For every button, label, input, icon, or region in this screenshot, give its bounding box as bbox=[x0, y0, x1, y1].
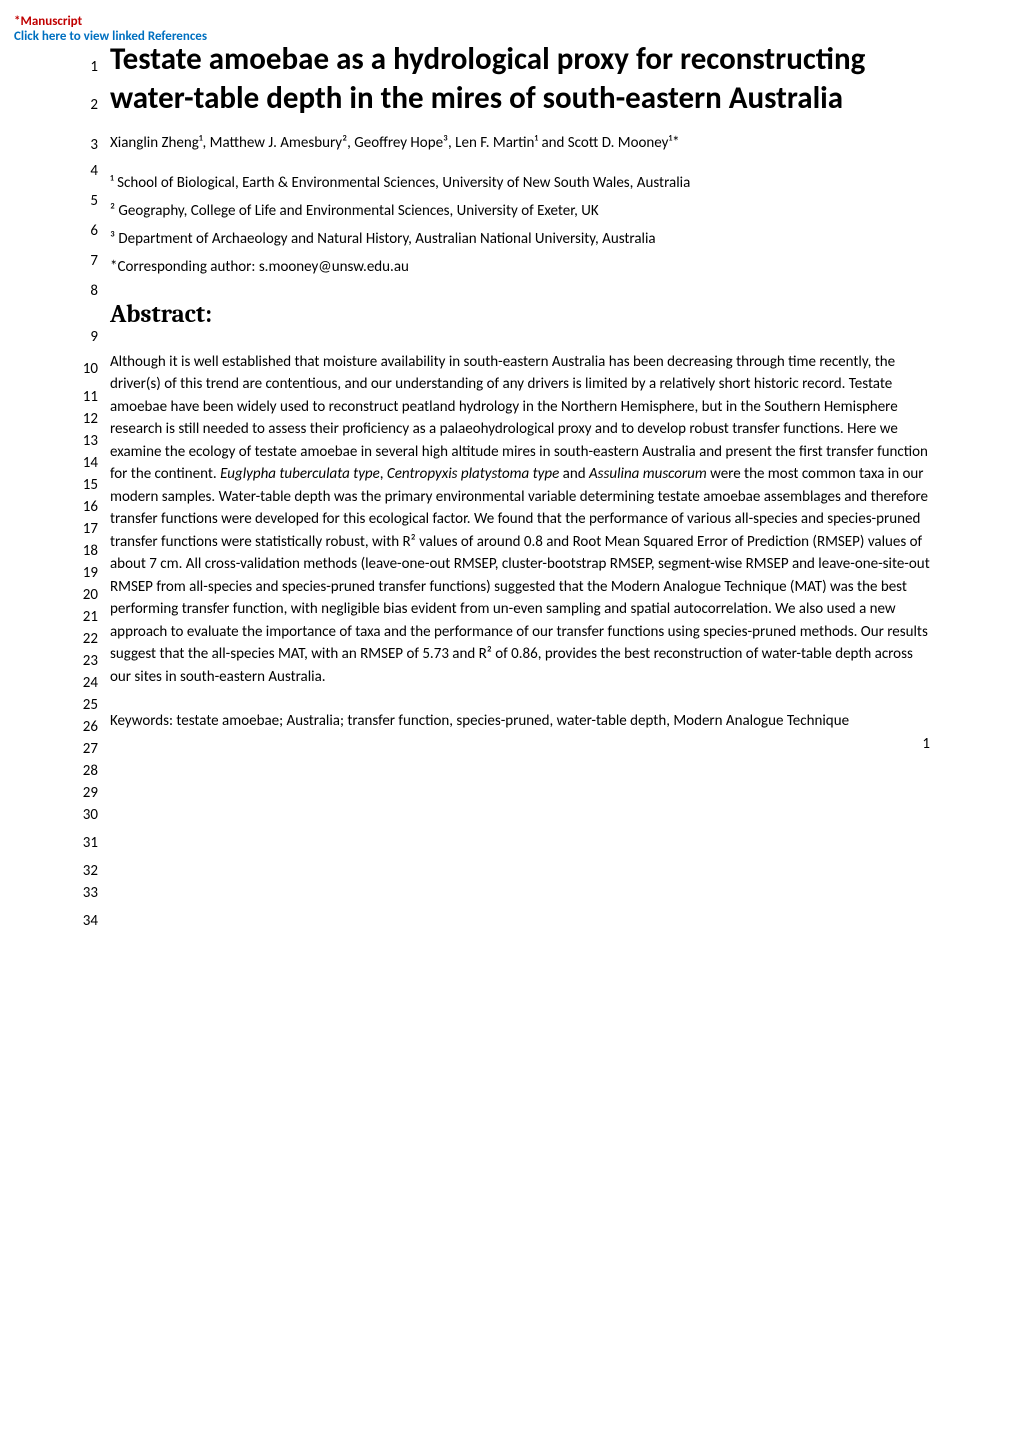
line-number: 11 bbox=[83, 388, 98, 406]
abstract-heading: Abstract: bbox=[110, 300, 930, 329]
abstract-text: Although it is well established that moi… bbox=[110, 351, 930, 689]
line-number: 30 bbox=[83, 806, 98, 824]
line-number: 17 bbox=[83, 520, 98, 538]
line-number: 24 bbox=[83, 674, 98, 692]
abstract-part-a: Although it is well established that moi… bbox=[110, 353, 928, 484]
line-number: 34 bbox=[83, 912, 98, 930]
corresponding-author: *Corresponding author: s.mooney@unsw.edu… bbox=[110, 258, 930, 276]
line-number: 27 bbox=[83, 740, 98, 758]
line-number: 32 bbox=[83, 862, 98, 880]
line-number: 28 bbox=[83, 762, 98, 780]
affiliation-2: ² Geography, College of Life and Environ… bbox=[110, 202, 930, 220]
line-number: 10 bbox=[83, 360, 98, 378]
abstract-part-c: and bbox=[559, 465, 589, 483]
line-number: 26 bbox=[83, 718, 98, 736]
line-number: 6 bbox=[90, 222, 98, 240]
authors-line: Xianglin Zheng¹, Matthew J. Amesbury², G… bbox=[110, 134, 930, 152]
line-number: 21 bbox=[83, 608, 98, 626]
affiliation-1: ¹ School of Biological, Earth & Environm… bbox=[110, 174, 930, 192]
line-number: 12 bbox=[83, 410, 98, 428]
line-number: 4 bbox=[90, 162, 98, 180]
manuscript-label: *Manuscript bbox=[14, 14, 207, 29]
line-number: 20 bbox=[83, 586, 98, 604]
paper-title: Testate amoebae as a hydrological proxy … bbox=[110, 40, 930, 118]
affiliation-3: ³ Department of Archaeology and Natural … bbox=[110, 230, 930, 248]
species-italic-1: Euglypha tuberculata type bbox=[220, 465, 380, 483]
title-line-2: water-table depth in the mires of south-… bbox=[110, 79, 843, 117]
line-number: 5 bbox=[90, 192, 98, 210]
line-number: 9 bbox=[90, 328, 98, 346]
line-number: 13 bbox=[83, 432, 98, 450]
title-line-1: Testate amoebae as a hydrological proxy … bbox=[110, 40, 865, 78]
line-number: 16 bbox=[83, 498, 98, 516]
line-number: 2 bbox=[90, 96, 98, 114]
linked-references-link[interactable]: Click here to view linked References bbox=[14, 29, 207, 44]
line-number: 18 bbox=[83, 542, 98, 560]
abstract-part-d: were the most common taxa in our modern … bbox=[110, 465, 930, 686]
line-number: 31 bbox=[83, 834, 98, 852]
line-number: 1 bbox=[90, 58, 98, 76]
line-number: 3 bbox=[90, 136, 98, 154]
species-italic-3: Assulina muscorum bbox=[589, 465, 707, 483]
page-number: 1 bbox=[922, 735, 930, 753]
line-number: 22 bbox=[83, 630, 98, 648]
line-number: 8 bbox=[90, 282, 98, 300]
manuscript-header: *Manuscript Click here to view linked Re… bbox=[14, 14, 207, 44]
line-number: 25 bbox=[83, 696, 98, 714]
line-number: 19 bbox=[83, 564, 98, 582]
species-italic-2: Centropyxis platystoma type bbox=[387, 465, 559, 483]
line-number: 29 bbox=[83, 784, 98, 802]
line-number: 7 bbox=[90, 252, 98, 270]
keywords-text: Keywords: testate amoebae; Australia; tr… bbox=[110, 710, 930, 733]
line-number: 14 bbox=[83, 454, 98, 472]
line-number: 23 bbox=[83, 652, 98, 670]
line-number: 33 bbox=[83, 884, 98, 902]
line-number: 15 bbox=[83, 476, 98, 494]
abstract-part-b: , bbox=[380, 465, 387, 483]
